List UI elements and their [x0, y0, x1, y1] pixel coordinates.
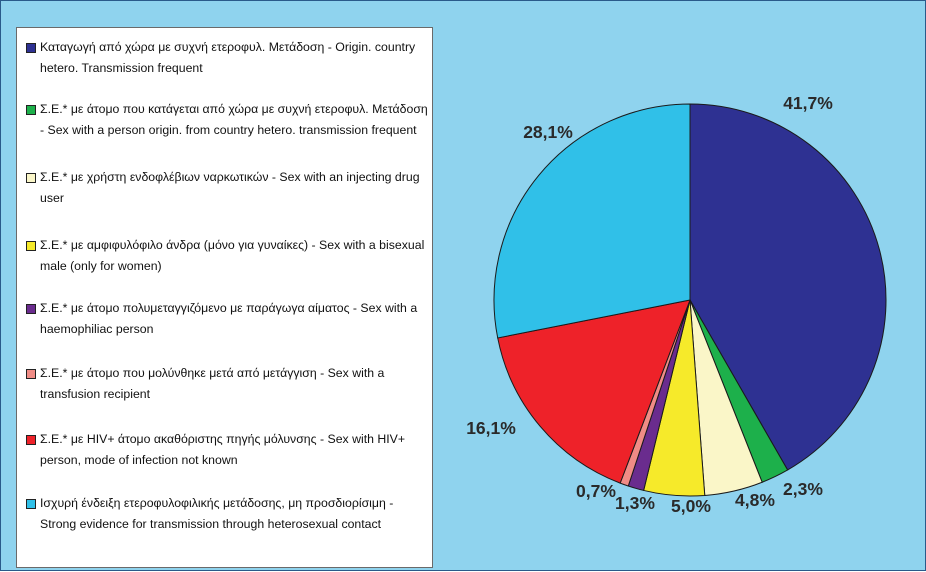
legend-swatch: [26, 304, 36, 314]
legend-swatch: [26, 369, 36, 379]
legend-label: Σ.Ε.* με άτομο πολυμεταγγιζόμενο με παρά…: [40, 301, 418, 336]
data-label-hiv-partner-unknown: 16,1%: [466, 418, 516, 438]
data-label-injecting-drug-user: 4,8%: [735, 490, 775, 510]
legend-item-partner-origin: Σ.Ε.* με άτομο που κατάγεται από χώρα με…: [26, 99, 430, 140]
legend-item-origin-country: Καταγωγή από χώρα με συχνή ετεροφυλ. Μετ…: [26, 37, 430, 78]
data-label-strong-evidence: 28,1%: [523, 122, 573, 142]
legend-item-transfusion-recipient: Σ.Ε.* με άτομο που μολύνθηκε μετά από με…: [26, 363, 430, 404]
data-label-bisexual-male: 5,0%: [671, 496, 711, 516]
legend-swatch: [26, 173, 36, 183]
legend-label: Σ.Ε.* με άτομο που κατάγεται από χώρα με…: [40, 102, 428, 137]
data-label-transfusion-recipient: 0,7%: [576, 481, 616, 501]
legend-label: Ισχυρή ένδειξη ετεροφυλοφιλικής μετάδοση…: [40, 496, 394, 531]
legend-swatch: [26, 499, 36, 509]
data-label-origin-country: 41,7%: [783, 93, 833, 113]
legend-item-bisexual-male: Σ.Ε.* με αμφιφυλόφιλο άνδρα (μόνο για γυ…: [26, 235, 430, 276]
legend: Καταγωγή από χώρα με συχνή ετεροφυλ. Μετ…: [16, 27, 433, 568]
data-label-haemophiliac: 1,3%: [615, 493, 655, 513]
legend-swatch: [26, 43, 36, 53]
pie-slice-hiv-partner-unknown: [497, 299, 691, 484]
legend-label: Καταγωγή από χώρα με συχνή ετεροφυλ. Μετ…: [40, 40, 416, 75]
legend-label: Σ.Ε.* με άτομο που μολύνθηκε μετά από με…: [40, 366, 385, 401]
legend-swatch: [26, 435, 36, 445]
legend-label: Σ.Ε.* με αμφιφυλόφιλο άνδρα (μόνο για γυ…: [40, 238, 425, 273]
legend-swatch: [26, 105, 36, 115]
pie-slice-origin-country: [689, 103, 887, 471]
legend-label: Σ.Ε.* με χρήστη ενδοφλέβιων ναρκωτικών -…: [40, 170, 420, 205]
pie-slice-strong-evidence: [493, 103, 691, 339]
legend-swatch: [26, 241, 36, 251]
legend-item-injecting-drug-user: Σ.Ε.* με χρήστη ενδοφλέβιων ναρκωτικών -…: [26, 167, 430, 208]
legend-item-hiv-partner-unknown: Σ.Ε.* με HIV+ άτομο ακαθόριστης πηγής μό…: [26, 429, 430, 470]
legend-item-strong-evidence: Ισχυρή ένδειξη ετεροφυλοφιλικής μετάδοση…: [26, 493, 430, 534]
legend-label: Σ.Ε.* με HIV+ άτομο ακαθόριστης πηγής μό…: [40, 432, 406, 467]
data-label-partner-origin: 2,3%: [783, 479, 823, 499]
legend-item-haemophiliac: Σ.Ε.* με άτομο πολυμεταγγιζόμενο με παρά…: [26, 298, 430, 339]
